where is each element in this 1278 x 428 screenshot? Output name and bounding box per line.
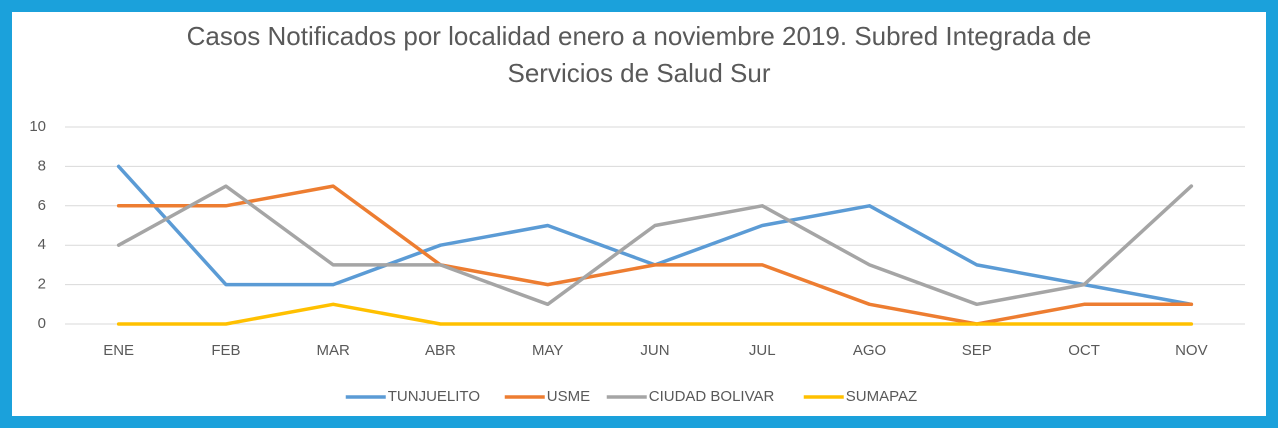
- y-tick-label: 6: [38, 197, 46, 214]
- y-tick-label: 4: [38, 236, 46, 253]
- series-line: [116, 302, 1194, 326]
- x-tick-label: NOV: [1175, 342, 1208, 359]
- series-line: [116, 164, 1194, 307]
- y-tick-label: 10: [29, 118, 46, 135]
- x-tick-label: JUN: [640, 342, 669, 359]
- y-tick-label: 8: [38, 157, 46, 174]
- series-line: [116, 184, 1194, 326]
- x-tick-label: SEP: [962, 342, 992, 359]
- x-tick-label: ENE: [103, 342, 134, 359]
- x-tick-label: JUL: [749, 342, 776, 359]
- y-tick-label: 2: [38, 276, 46, 293]
- x-tick-label: FEB: [211, 342, 240, 359]
- y-tick-label: 0: [38, 315, 46, 332]
- series-line: [116, 184, 1194, 307]
- x-tick-label: AGO: [853, 342, 886, 359]
- legend-label: TUNJUELITO: [388, 388, 480, 405]
- x-tick-label: MAR: [317, 342, 351, 359]
- legend-label: USME: [547, 388, 590, 405]
- legend-label: SUMAPAZ: [846, 388, 917, 405]
- chart-area: [12, 12, 1266, 416]
- x-tick-label: ABR: [425, 342, 456, 359]
- legend-label: CIUDAD BOLIVAR: [649, 388, 775, 405]
- x-tick-label: MAY: [532, 342, 563, 359]
- chart-title: Casos Notificados por localidad enero a …: [186, 21, 1092, 88]
- x-tick-label: OCT: [1068, 342, 1100, 359]
